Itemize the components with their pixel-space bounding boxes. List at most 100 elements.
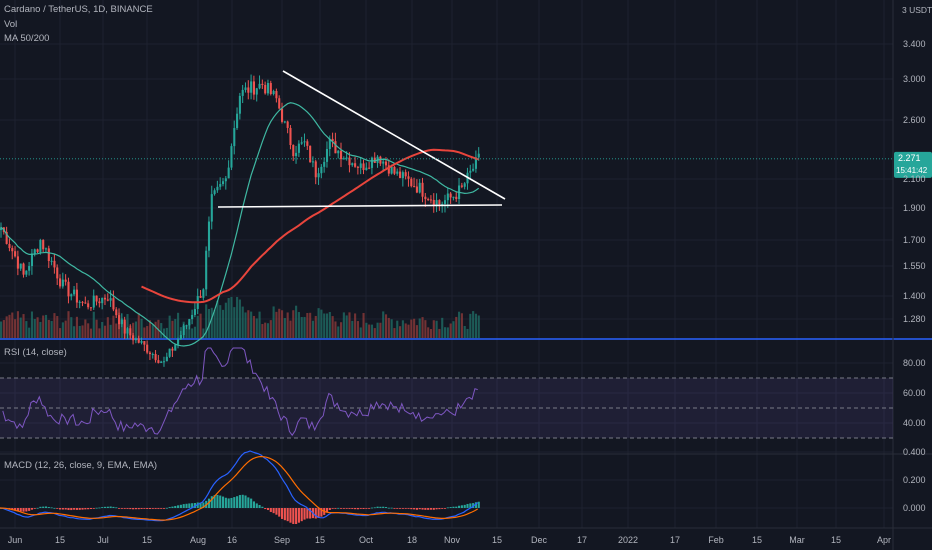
candle-body [89,307,93,309]
price-badge-value: 2.271 [898,153,921,163]
candle-body [19,263,22,269]
macd-histogram-bar [340,508,343,509]
candle-body [42,240,45,250]
macd-histogram-bar [283,508,286,521]
candle-body [171,348,174,351]
candle-body [16,256,19,269]
volume-bar [300,316,303,338]
volume-bar [168,315,171,338]
candle-body [309,145,312,162]
volume-bar [73,326,76,338]
volume-bar [185,324,188,338]
volume-bar [148,320,152,338]
macd-histogram-bar [443,508,447,509]
macd-histogram-bar [78,508,81,510]
candle-body [432,199,435,206]
descending-trendline [282,70,506,200]
volume-bar [103,325,107,338]
volume-bar [5,316,8,338]
volume-bar [370,324,374,338]
macd-histogram-bar [354,508,357,510]
candle-body [14,251,17,257]
volume-bar [354,313,357,338]
candle-body [331,138,334,142]
candle-body [415,186,418,193]
rsi-tick-label: 80.00 [903,358,926,368]
macd-histogram-bar [421,508,424,510]
macd-histogram-bar [238,495,241,508]
time-axis-label: 17 [577,535,587,545]
volume-bar [230,296,233,338]
volume-bar [213,309,216,338]
volume-bar [306,312,309,338]
candle-body [429,199,433,201]
macd-histogram-bar [177,505,180,508]
macd-histogram-bar [474,502,477,508]
macd-histogram-bar [67,508,70,511]
macd-histogram-bar [325,508,329,513]
volume-bar [325,313,329,338]
candle-body [441,203,444,205]
volume-bar [435,320,438,338]
candle-body [50,260,53,262]
candle-body [230,146,233,168]
macd-histogram-bar [356,508,359,510]
macd-histogram-bar [477,501,480,508]
volume-bar [415,325,418,338]
volume-bar [112,315,115,338]
macd-histogram-bar [452,506,455,508]
macd-histogram-bar [98,507,101,509]
volume-bar [196,315,199,338]
rsi-tick-label: 40.00 [903,418,926,428]
volume-bar [70,317,73,338]
candle-body [410,178,413,187]
macd-histogram-bar [435,508,438,510]
time-axis-label: Aug [190,535,206,545]
candle-body [207,221,211,251]
price-tick-label: 2.100 [903,174,926,184]
volume-bar [449,323,452,338]
candle-body [303,141,306,143]
candle-body [193,308,196,315]
macd-histogram-bar [272,508,275,514]
macd-histogram-bar [101,507,104,508]
time-axis-label: Apr [877,535,891,545]
candle-body [103,297,107,300]
candle-body [227,167,230,179]
macd-histogram-bar [261,506,264,508]
macd-histogram-bar [466,503,469,508]
price-tick-label: 1.280 [903,314,926,324]
volume-bar [421,317,424,338]
volume-bar [441,317,444,338]
volume-bar [92,311,95,338]
candle-body [379,156,382,164]
time-axis-label: 18 [407,535,417,545]
candle-body [112,298,115,310]
macd-histogram-bar [390,507,393,509]
volume-bar [278,308,281,338]
volume-bar [424,320,427,338]
volume-bar [134,321,137,338]
macd-histogram-bar [334,508,337,509]
macd-histogram-bar [328,508,331,510]
volume-bar [132,322,135,338]
macd-histogram-bar [213,495,216,508]
time-axis-label: 15 [492,535,502,545]
candle-body [132,335,135,341]
volume-bar [281,310,284,338]
volume-bar [64,320,67,338]
volume-bar [216,300,219,338]
volume-bar [2,320,5,338]
macd-histogram-bar [286,508,289,522]
macd-histogram-bar [407,508,410,509]
candle-body [154,354,157,361]
candle-body [438,200,441,205]
volume-bar [455,316,458,338]
candle-body [143,341,146,345]
volume-bar [106,317,109,338]
volume-bar [219,305,222,338]
candle-body [168,348,171,357]
candle-body [421,182,424,197]
candle-body [281,108,284,122]
